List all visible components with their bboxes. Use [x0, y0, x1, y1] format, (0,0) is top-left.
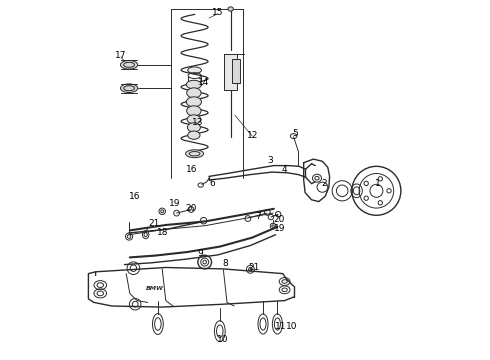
Text: 6: 6	[210, 179, 216, 188]
Text: 16: 16	[129, 192, 141, 201]
Text: 21: 21	[148, 220, 160, 229]
Text: 7: 7	[255, 212, 261, 220]
Bar	[224, 54, 237, 90]
Text: 5: 5	[293, 129, 298, 138]
Text: 12: 12	[246, 131, 258, 140]
Ellipse shape	[187, 115, 201, 124]
Ellipse shape	[121, 84, 138, 93]
Text: 14: 14	[198, 78, 209, 87]
Ellipse shape	[188, 131, 200, 139]
Text: 19: 19	[274, 224, 286, 233]
Ellipse shape	[186, 80, 201, 89]
Text: 2: 2	[321, 179, 327, 188]
Bar	[232, 59, 240, 83]
Text: 16: 16	[186, 165, 197, 174]
Text: 4: 4	[282, 165, 288, 174]
Ellipse shape	[188, 67, 201, 73]
Text: 8: 8	[222, 259, 228, 268]
Text: 3: 3	[268, 156, 273, 165]
Text: 19: 19	[169, 199, 180, 208]
Text: 20: 20	[273, 215, 285, 224]
Ellipse shape	[187, 123, 200, 132]
Text: 10: 10	[286, 323, 297, 331]
Text: 1: 1	[375, 179, 381, 188]
Ellipse shape	[187, 88, 201, 98]
Ellipse shape	[121, 60, 138, 69]
Text: 10: 10	[217, 335, 228, 343]
Ellipse shape	[186, 97, 201, 107]
Text: 13: 13	[192, 118, 203, 127]
Ellipse shape	[186, 150, 204, 158]
Text: 18: 18	[157, 228, 169, 237]
Text: 15: 15	[212, 8, 224, 17]
Text: 11: 11	[274, 323, 286, 331]
Text: 9: 9	[197, 249, 203, 258]
Text: BMW: BMW	[146, 286, 164, 291]
Text: 20: 20	[185, 204, 196, 213]
Text: 17: 17	[115, 51, 126, 60]
Text: 21: 21	[248, 263, 260, 272]
Ellipse shape	[187, 106, 201, 116]
Ellipse shape	[228, 7, 233, 11]
